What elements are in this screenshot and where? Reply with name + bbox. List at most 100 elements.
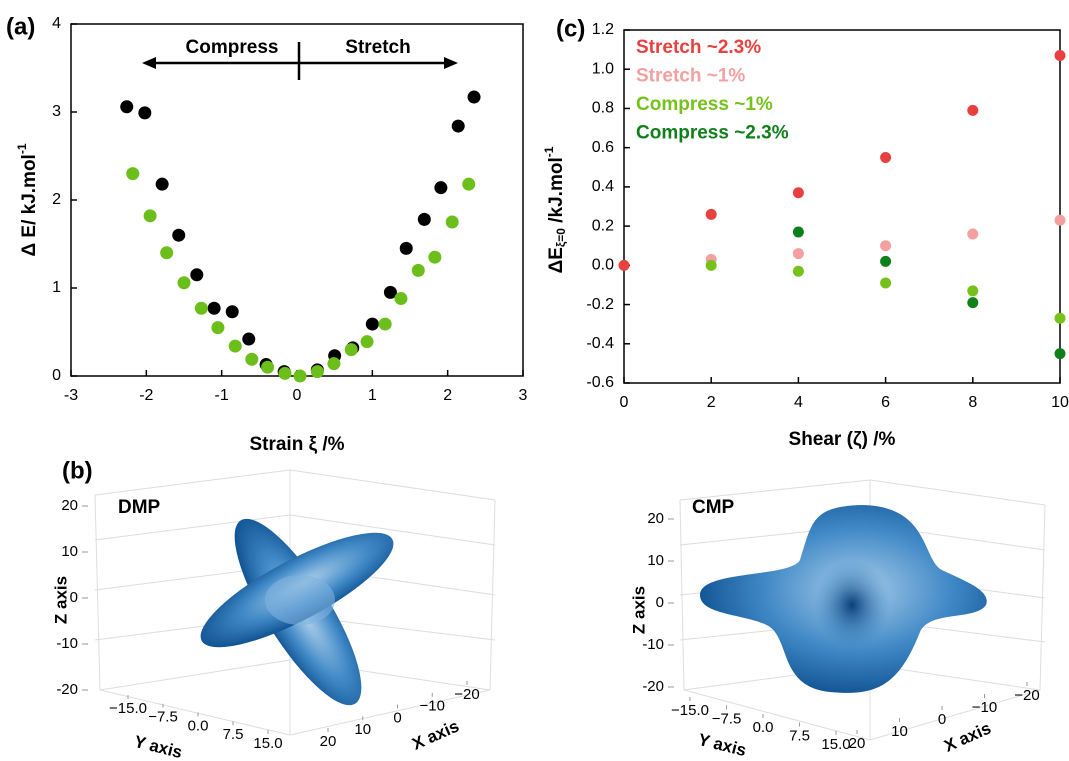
strain-arrows	[142, 42, 458, 80]
y-tick-label: −7.5	[148, 709, 178, 726]
x-tick-label: −20	[454, 686, 479, 703]
x-tick-label: 10	[1051, 394, 1069, 411]
x-tick-label: 20	[849, 735, 866, 752]
point	[245, 352, 259, 366]
x-axis-label: X axis	[409, 716, 462, 753]
point	[445, 215, 459, 229]
point	[880, 240, 892, 252]
surface-dmp	[200, 518, 394, 706]
point	[462, 177, 476, 191]
point	[411, 263, 425, 277]
y-tick-label: 0.6	[592, 139, 614, 156]
x-tick-label: 0	[620, 394, 629, 411]
point	[428, 250, 442, 264]
point	[383, 285, 397, 299]
annotation: Compress	[186, 37, 279, 58]
point	[880, 277, 892, 289]
y-tick-label: −15.0	[109, 700, 147, 717]
surface-title: DMP	[118, 497, 161, 518]
point	[228, 339, 242, 353]
y-tick-label: 7.5	[223, 726, 244, 743]
y-tick-label: 2	[52, 191, 61, 208]
plot-frame	[623, 29, 1061, 384]
point	[417, 212, 431, 226]
point	[1054, 214, 1066, 226]
x-tick-label: -3	[64, 387, 78, 404]
point	[880, 151, 892, 163]
point	[344, 343, 358, 357]
point	[160, 246, 174, 260]
x-axis-label: X axis	[941, 718, 994, 755]
z-tick-label: -20	[642, 678, 664, 695]
z-tick-label: 10	[647, 552, 664, 569]
panel-label: (b)	[62, 457, 93, 484]
z-tick-label: 20	[647, 510, 664, 527]
y-tick-label: 4	[52, 15, 61, 32]
y-label-sub: ξ=0	[554, 228, 568, 247]
point	[792, 226, 804, 238]
point	[207, 301, 221, 315]
x-tick-label: −20	[1014, 687, 1039, 704]
point	[261, 360, 275, 374]
y-label-main: ΔE	[546, 247, 567, 273]
y-label-sup: -1	[542, 146, 556, 157]
x-tick-label: 8	[968, 394, 977, 411]
z-tick-label: -20	[56, 681, 78, 698]
point	[967, 228, 979, 240]
point	[190, 268, 204, 282]
x-axis-label: Strain ξ /%	[249, 434, 344, 455]
point	[177, 276, 191, 290]
point	[143, 209, 157, 223]
annotation: Stretch	[345, 37, 410, 58]
point	[792, 187, 804, 199]
point	[120, 100, 134, 114]
x-tick-label: 0	[938, 711, 946, 728]
z-tick-label: -10	[56, 635, 78, 652]
x-tick-label: 0	[293, 387, 302, 404]
point	[967, 285, 979, 297]
legend-entry: Compress ~2.3%	[636, 123, 789, 144]
point	[880, 255, 892, 267]
point	[705, 208, 717, 220]
z-tick-label: -10	[642, 636, 664, 653]
point	[618, 259, 630, 271]
point	[1054, 312, 1066, 324]
z-axis-label: Z axis	[629, 586, 648, 634]
point	[434, 181, 448, 195]
y-tick-label: 0.8	[592, 100, 614, 117]
panel-label: (c)	[556, 15, 585, 42]
y-tick-label: -0.2	[586, 296, 614, 313]
surface-cmp	[700, 505, 987, 693]
y-tick-label: -0.6	[586, 374, 614, 391]
legend-entry: Compress ~1%	[636, 94, 773, 115]
y-tick-label: 0.2	[592, 217, 614, 234]
x-tick-label: 4	[794, 394, 803, 411]
x-tick-label: 3	[519, 387, 528, 404]
x-tick-label: -2	[139, 387, 153, 404]
point	[172, 228, 186, 242]
point	[378, 317, 392, 331]
point	[365, 317, 379, 331]
y-tick-label: 1.0	[592, 60, 614, 77]
y-tick-label: −7.5	[712, 710, 742, 727]
point	[310, 365, 324, 379]
y-tick-label: 0.0	[753, 719, 774, 736]
x-tick-label: 0	[393, 709, 401, 726]
y-label-main: Δ E/ kJ.mol	[19, 154, 40, 256]
point	[138, 106, 152, 120]
y-tick-label: 0.0	[188, 717, 209, 734]
point	[967, 297, 979, 309]
surface-title: CMP	[692, 497, 735, 518]
x-tick-label: 2	[707, 394, 716, 411]
y-tick-label: 15.0	[253, 735, 282, 752]
point	[126, 167, 140, 181]
point	[467, 90, 481, 104]
point	[967, 104, 979, 116]
y-label-tail: /kJ.mol	[546, 157, 567, 228]
point	[399, 241, 413, 255]
y-tick-label: 1	[52, 279, 61, 296]
point	[451, 119, 465, 133]
y-axis-label: Y axis	[132, 732, 184, 761]
